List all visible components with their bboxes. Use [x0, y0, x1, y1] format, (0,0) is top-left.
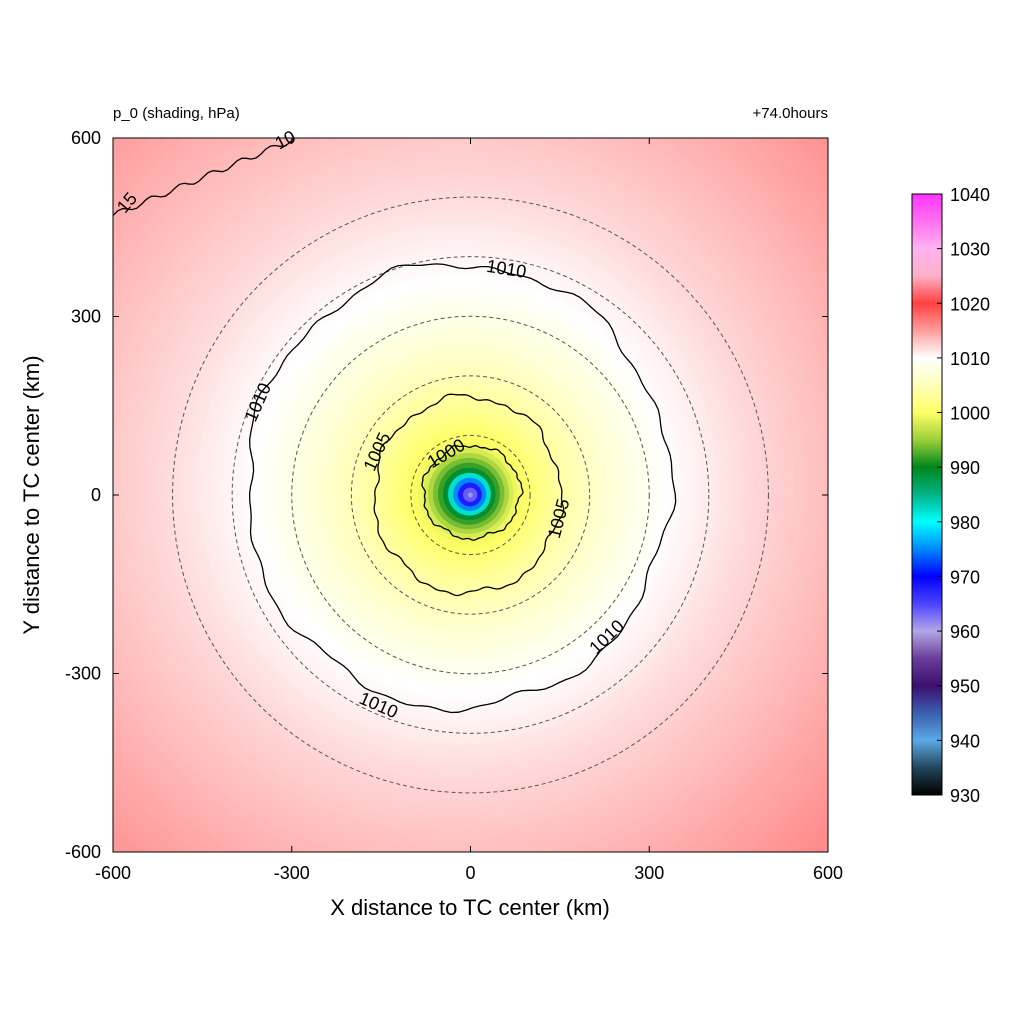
contour-1000 [421, 444, 524, 541]
x-axis-label: X distance to TC center (km) [330, 895, 610, 920]
contour-1005 [373, 393, 565, 597]
range-ring [172, 196, 769, 794]
colorbar-tick-label: 1010 [950, 349, 990, 369]
x-tick-label: 300 [634, 863, 664, 883]
colorbar-ticks: 930 940 950 960 970 980 990 1000 1010 1020 1030 104… [937, 185, 990, 806]
y-tick-label: 300 [71, 307, 101, 327]
colorbar-tick-label: 1040 [950, 185, 990, 205]
contour-1015 [113, 138, 296, 216]
title-left: p_0 (shading, hPa) [113, 105, 240, 122]
x-axis-ticks: -600 -300 0 300 600 [95, 138, 843, 883]
y-tick-label: -600 [65, 842, 101, 862]
colorbar-tick-label: 980 [950, 513, 980, 533]
plot-area [113, 138, 828, 852]
colorbar-tick-label: 940 [950, 731, 980, 751]
title-right: +74.0hours [753, 105, 828, 122]
colorbar-tick-label: 930 [950, 786, 980, 806]
y-tick-label: 600 [71, 128, 101, 148]
x-tick-label: -300 [274, 863, 310, 883]
colorbar-tick-label: 970 [950, 567, 980, 587]
range-ring [350, 375, 591, 615]
colorbar-tick-label: 1000 [950, 404, 990, 424]
colorbar-tick-label: 990 [950, 458, 980, 478]
range-rings [172, 196, 769, 794]
field-ring [467, 492, 473, 498]
y-axis-ticks: -600 -300 0 300 600 [65, 128, 828, 862]
x-tick-label: 600 [813, 863, 843, 883]
y-tick-label: -300 [65, 664, 101, 684]
range-ring [410, 434, 531, 556]
range-ring [291, 315, 650, 675]
colorbar-tick-label: 950 [950, 677, 980, 697]
x-tick-label: -600 [95, 863, 131, 883]
y-tick-label: 0 [91, 485, 101, 505]
range-ring [231, 256, 710, 734]
colorbar-fill [911, 193, 943, 796]
x-tick-label: 0 [465, 863, 475, 883]
colorbar-tick-label: 1030 [950, 240, 990, 260]
pressure-shading [113, 138, 828, 852]
y-axis-label: Y distance to TC center (km) [19, 355, 44, 634]
contour-lines [113, 138, 677, 714]
colorbar: 930 940 950 960 970 980 990 1000 1010 1020 1030 104… [911, 185, 990, 806]
contour-1010 [248, 263, 677, 714]
colorbar-tick-label: 1020 [950, 294, 990, 314]
colorbar-tick-label: 960 [950, 622, 980, 642]
